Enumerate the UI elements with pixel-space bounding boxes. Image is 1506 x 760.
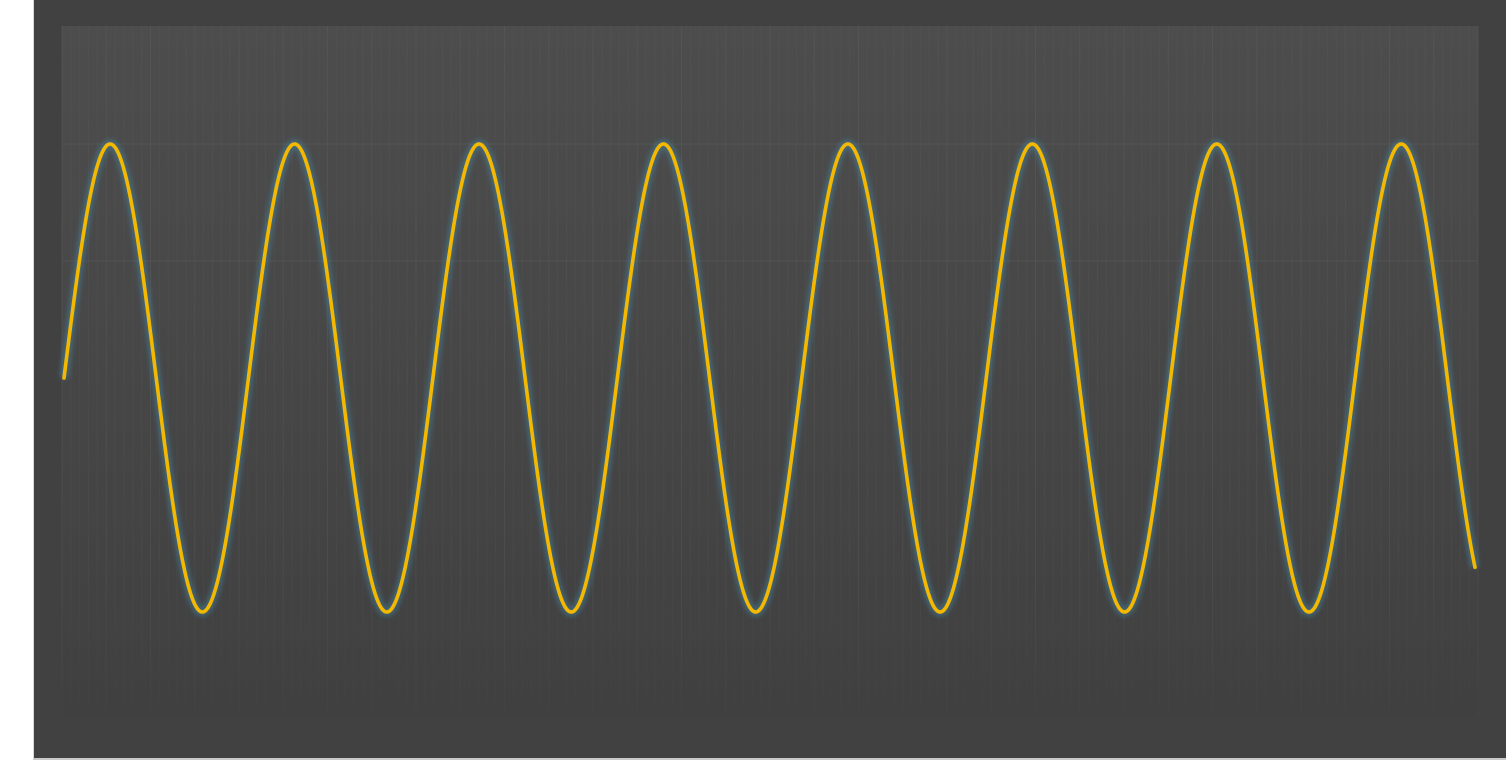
- chart-frame: [33, 0, 1506, 760]
- series-line: [62, 142, 1477, 614]
- chart-canvas: [34, 0, 1506, 758]
- grid-lines: [61, 26, 1479, 716]
